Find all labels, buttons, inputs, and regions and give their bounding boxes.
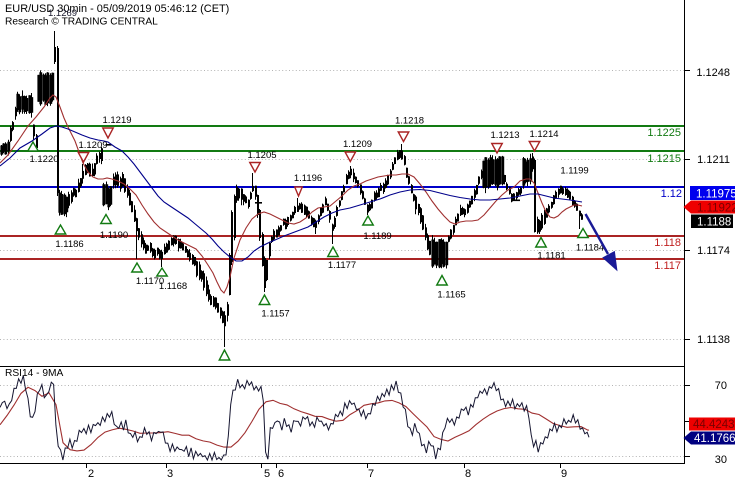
svg-text:1.1209: 1.1209 bbox=[343, 139, 372, 150]
svg-text:41.1766: 41.1766 bbox=[694, 433, 735, 445]
svg-text:1.1199: 1.1199 bbox=[560, 166, 588, 177]
svg-text:1.1188: 1.1188 bbox=[697, 217, 731, 229]
svg-text:1.1214: 1.1214 bbox=[529, 129, 558, 140]
svg-text:5: 5 bbox=[264, 468, 270, 480]
svg-text:1.1196: 1.1196 bbox=[294, 173, 322, 184]
svg-text:1.1269: 1.1269 bbox=[48, 8, 77, 19]
svg-text:1.1157: 1.1157 bbox=[261, 309, 289, 320]
svg-text:1.1215: 1.1215 bbox=[647, 153, 681, 165]
svg-text:1.1248: 1.1248 bbox=[696, 67, 730, 79]
svg-text:1.1181: 1.1181 bbox=[537, 251, 565, 262]
svg-text:1.1211: 1.1211 bbox=[697, 154, 730, 166]
svg-text:Research © TRADING CENTRAL: Research © TRADING CENTRAL bbox=[5, 17, 158, 28]
svg-text:1.1209: 1.1209 bbox=[78, 140, 107, 151]
svg-text:1.1174: 1.1174 bbox=[697, 245, 730, 257]
svg-text:1.1205: 1.1205 bbox=[247, 150, 276, 161]
svg-text:44.4243: 44.4243 bbox=[693, 419, 735, 431]
svg-text:70: 70 bbox=[715, 380, 727, 392]
svg-text:1.11922: 1.11922 bbox=[697, 203, 735, 215]
svg-text:2: 2 bbox=[88, 468, 94, 480]
svg-text:1.11975: 1.11975 bbox=[696, 189, 735, 201]
svg-text:1.12: 1.12 bbox=[661, 188, 682, 200]
svg-text:1.1138: 1.1138 bbox=[697, 334, 730, 346]
svg-text:1.1218: 1.1218 bbox=[395, 116, 424, 127]
svg-text:1.1225: 1.1225 bbox=[647, 127, 681, 139]
svg-text:1.1170: 1.1170 bbox=[136, 276, 164, 287]
svg-text:1.1168: 1.1168 bbox=[159, 281, 187, 292]
svg-text:1.117: 1.117 bbox=[654, 260, 681, 272]
svg-text:1.1177: 1.1177 bbox=[328, 260, 356, 271]
svg-text:1.1186: 1.1186 bbox=[55, 239, 83, 250]
svg-text:9: 9 bbox=[561, 468, 567, 480]
svg-text:8: 8 bbox=[465, 468, 471, 480]
svg-text:1.1190: 1.1190 bbox=[100, 230, 128, 241]
svg-text:1.1184: 1.1184 bbox=[576, 243, 604, 254]
svg-text:1.1165: 1.1165 bbox=[437, 290, 465, 301]
svg-text:1.1189: 1.1189 bbox=[363, 231, 391, 242]
svg-text:EUR/USD 30min - 05/09/2019 05:: EUR/USD 30min - 05/09/2019 05:46:12 (CET… bbox=[5, 3, 229, 15]
svg-text:1.1213: 1.1213 bbox=[490, 130, 519, 141]
svg-text:3: 3 bbox=[167, 468, 173, 480]
svg-text:1.118: 1.118 bbox=[654, 237, 681, 249]
svg-text:6: 6 bbox=[278, 468, 284, 480]
svg-text:7: 7 bbox=[368, 468, 374, 480]
svg-text:RSI14 - 9MA: RSI14 - 9MA bbox=[5, 368, 64, 379]
svg-text:30: 30 bbox=[715, 454, 727, 466]
svg-text:1.1220: 1.1220 bbox=[29, 154, 58, 165]
svg-text:1.1219: 1.1219 bbox=[102, 115, 131, 126]
